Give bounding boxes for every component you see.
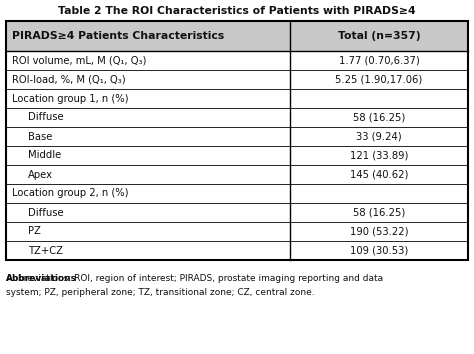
Bar [6,21,468,260]
Text: PIRADS≥4 Patients Characteristics: PIRADS≥4 Patients Characteristics [12,31,224,41]
Text: Total (n=357): Total (n=357) [338,31,420,41]
Text: 1.77 (0.70,6.37): 1.77 (0.70,6.37) [339,56,419,65]
Text: Base: Base [28,131,52,142]
Text: ROI-load, %, M (Q₁, Q₃): ROI-load, %, M (Q₁, Q₃) [12,74,126,85]
Text: ROI volume, mL, M (Q₁, Q₃): ROI volume, mL, M (Q₁, Q₃) [12,56,146,65]
Text: 58 (16.25): 58 (16.25) [353,207,405,217]
Text: Location group 2, n (%): Location group 2, n (%) [12,188,128,199]
Bar [6,21,468,51]
Text: TZ+CZ: TZ+CZ [28,246,63,256]
Text: 33 (9.24): 33 (9.24) [356,131,402,142]
Text: Diffuse: Diffuse [28,207,64,217]
Text: 109 (30.53): 109 (30.53) [350,246,408,256]
Text: 145 (40.62): 145 (40.62) [350,170,408,179]
Text: 190 (53.22): 190 (53.22) [350,227,408,236]
Text: 5.25 (1.90,17.06): 5.25 (1.90,17.06) [336,74,423,85]
Text: 58 (16.25): 58 (16.25) [353,113,405,122]
Text: system; PZ, peripheral zone; TZ, transitional zone; CZ, central zone.: system; PZ, peripheral zone; TZ, transit… [6,288,315,297]
Text: Abbreviations: Abbreviations [6,274,77,283]
Text: Middle: Middle [28,150,61,160]
Text: Location group 1, n (%): Location group 1, n (%) [12,93,128,103]
Text: Diffuse: Diffuse [28,113,64,122]
Text: PZ: PZ [28,227,41,236]
Text: Abbreviations: ROI, region of interest; PIRADS, prostate imaging reporting and d: Abbreviations: ROI, region of interest; … [6,274,383,283]
Text: Apex: Apex [28,170,53,179]
Text: Table 2 The ROI Characteristics of Patients with PIRADS≥4: Table 2 The ROI Characteristics of Patie… [58,6,416,16]
Text: 121 (33.89): 121 (33.89) [350,150,408,160]
